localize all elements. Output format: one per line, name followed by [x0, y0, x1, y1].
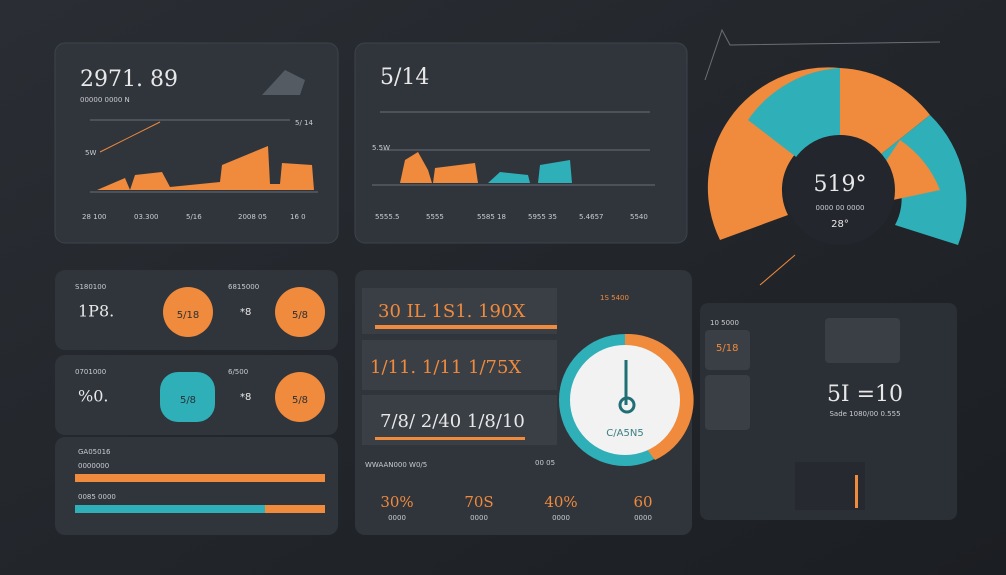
gauge-label: C/A5N5 — [606, 428, 643, 439]
right-label: 10 5000 — [710, 319, 739, 327]
x-label: 5540 — [630, 213, 648, 221]
donut-sub: 28° — [831, 219, 849, 230]
circle — [275, 372, 325, 422]
x-label: 03.300 — [134, 213, 159, 221]
x-label: 2008 05 — [238, 213, 267, 221]
card — [354, 42, 688, 244]
line-bar — [375, 325, 557, 329]
progress-bar — [75, 505, 265, 513]
row-label: 6815000 — [228, 283, 259, 291]
x-label: 16 0 — [290, 213, 306, 221]
donut-value: 519° — [814, 172, 867, 197]
shape — [538, 160, 572, 183]
right-value: 5I =10 — [827, 382, 903, 407]
tile — [795, 462, 865, 510]
circle — [275, 287, 325, 337]
progress-bar — [265, 505, 325, 513]
shape — [400, 152, 432, 183]
stat-sub: 0000 — [634, 514, 652, 522]
marker-label: 5/ 14 — [295, 119, 313, 127]
x-label: 5/16 — [186, 213, 202, 221]
x-label: 5.4657 — [579, 213, 604, 221]
row-value: %0. — [78, 387, 108, 406]
stat-value: 30% — [380, 493, 413, 511]
center-header: 1S 5400 — [600, 294, 629, 302]
gauge-hub — [618, 396, 636, 414]
shape — [488, 172, 530, 183]
x-label: 5555.5 — [375, 213, 400, 221]
shape — [433, 163, 478, 183]
circle — [163, 287, 213, 337]
card-title: 5/14 — [380, 65, 429, 90]
stat-sub: 0000 — [470, 514, 488, 522]
x-label: 28 100 — [82, 213, 107, 221]
card-title: 2971. 89 — [80, 67, 178, 92]
marker-label: 5.5W — [372, 144, 390, 152]
decor-bar — [855, 475, 858, 508]
tile — [825, 318, 900, 363]
area — [97, 146, 314, 190]
line-row — [362, 340, 557, 390]
line-bar — [375, 437, 525, 440]
line-row — [362, 395, 557, 445]
progress-label: 0000000 — [78, 462, 109, 470]
icon — [262, 70, 305, 95]
progress-label: 0085 0000 — [78, 493, 116, 501]
row-label: S180100 — [75, 283, 106, 291]
circle-label: 5/8 — [292, 395, 308, 406]
x-label: 5585 18 — [477, 213, 506, 221]
circle-label: 5/18 — [177, 310, 199, 321]
circle-label: 5/8 — [180, 395, 196, 406]
right-tag: 5/18 — [716, 343, 738, 354]
stat-value: 40% — [544, 493, 577, 511]
row-label: 0701000 — [75, 368, 106, 376]
donut-segment — [840, 68, 930, 155]
row-value: *8 — [240, 307, 251, 318]
x-label: 5555 — [426, 213, 444, 221]
decor-line — [704, 28, 941, 81]
center-footer: 00 05 — [535, 459, 555, 467]
blob — [160, 372, 215, 422]
donut-hole — [785, 135, 895, 245]
stat-sub: 0000 — [552, 514, 570, 522]
stat-value: 60 — [633, 493, 652, 511]
trend-line — [99, 121, 161, 153]
center-line: 1/11. 1/11 1/75X — [370, 357, 521, 378]
gauge-ring — [625, 333, 694, 460]
stat-sub: 0000 — [388, 514, 406, 522]
right-caption: Sade 1080/00 0.555 — [829, 410, 900, 418]
decor-line — [759, 254, 796, 286]
progress-bar — [75, 474, 325, 482]
progress-title: GA05016 — [78, 448, 111, 456]
row-label: 6/500 — [228, 368, 248, 376]
tile — [705, 330, 750, 370]
donut-caption: 0000 00 0000 — [816, 204, 865, 212]
tile — [705, 375, 750, 430]
marker-label: 5W — [85, 149, 96, 157]
row-value: 1P8. — [78, 302, 114, 321]
center-line: 7/8/ 2/40 1/8/10 — [380, 411, 525, 432]
center-footer: WWAAN000 W0/5 — [365, 461, 427, 469]
card-subtitle: 00000 0000 N — [80, 96, 130, 104]
stat-value: 70S — [464, 493, 493, 511]
donut-segment — [748, 68, 840, 160]
center-line: 30 IL 1S1. 190X — [378, 301, 525, 322]
row-value: *8 — [240, 392, 251, 403]
circle-label: 5/8 — [292, 310, 308, 321]
donut-segment — [880, 140, 940, 200]
x-label: 5955 35 — [528, 213, 557, 221]
